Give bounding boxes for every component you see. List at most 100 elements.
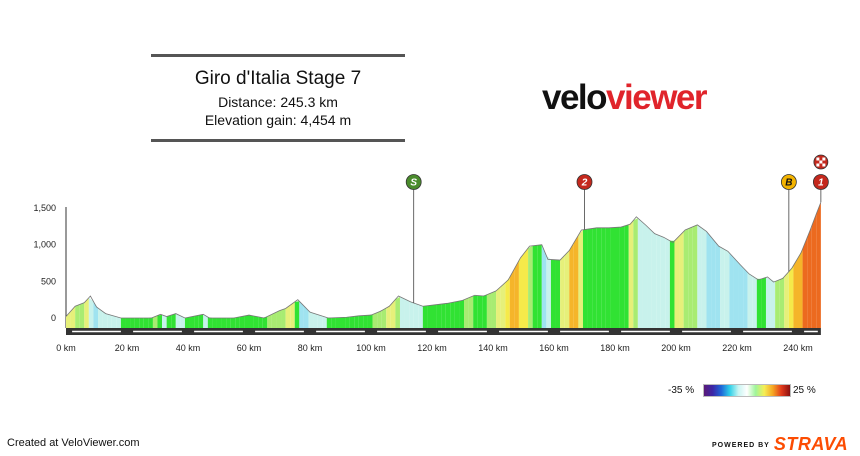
profile-slice (326, 317, 332, 328)
profile-slice (93, 301, 99, 328)
profile-slice (756, 278, 762, 328)
profile-slice (486, 292, 492, 328)
profile-slice (377, 310, 382, 328)
profile-slice (660, 236, 666, 328)
profile-slice (647, 226, 652, 328)
profile-slice (276, 310, 282, 328)
distance-text: Distance: 245.3 km (218, 94, 338, 110)
created-at-credit: Created at VeloViewer.com (7, 437, 140, 449)
y-tick-label: 1,000 (33, 240, 56, 250)
profile-slice (125, 318, 131, 328)
profile-slice (358, 315, 364, 328)
profile-slice (765, 277, 771, 328)
profile-slice (134, 318, 140, 328)
profile-slice (157, 314, 163, 328)
profile-slice (221, 318, 227, 328)
x-tick-label: 220 km (722, 343, 752, 353)
stage-title: Giro d'Italia Stage 7 (194, 68, 362, 89)
profile-slice (454, 300, 460, 328)
profile-slice (143, 318, 149, 328)
profile-slice (317, 314, 323, 328)
powered-by-strava: POWERED BY STRAVA (712, 434, 848, 455)
gradient-legend: -35 % 25 % (668, 383, 838, 399)
elevation-profile-chart: 0 500 1,000 1,500 0 km 20 km 40 km 60 km 80 km 10… (33, 154, 829, 353)
profile-slice (679, 231, 684, 328)
profile-slice (601, 227, 606, 328)
profile-slice (171, 313, 176, 328)
checker-square (816, 163, 820, 167)
marker-label: S (410, 178, 417, 189)
profile-slice (313, 313, 318, 328)
profile-slice (162, 314, 167, 328)
profile-slice (637, 218, 643, 328)
strava-logo: STRAVA (773, 434, 849, 454)
profile-slice (656, 234, 661, 328)
profile-slice (550, 259, 556, 328)
profile-slice (605, 227, 611, 328)
profile-slice (422, 305, 428, 328)
profile-slice (84, 297, 89, 328)
profile-slice (468, 295, 474, 328)
profile-slice (363, 315, 368, 328)
profile-slice (537, 244, 542, 328)
profile-slice (152, 315, 158, 328)
profile-slice (203, 314, 208, 328)
y-tick-label: 1,500 (33, 203, 56, 213)
x-tick-label: 40 km (176, 343, 201, 353)
checker-square (822, 157, 826, 161)
profile-slice (665, 238, 670, 328)
profile-slice (610, 227, 615, 328)
x-tick-label: 60 km (237, 343, 262, 353)
profile-slice (70, 306, 76, 328)
stage-info-box: Giro d'Italia Stage 7 Distance: 245.3 km… (151, 54, 405, 144)
x-tick-label: 240 km (783, 343, 813, 353)
profile-slice (619, 226, 625, 328)
profile-slice (194, 315, 199, 328)
profile-slice (139, 318, 144, 328)
y-tick-label: 0 (51, 313, 56, 323)
profile-slice (436, 304, 442, 328)
profile-slice (569, 242, 574, 328)
marker-circle-bonus (780, 174, 797, 190)
profile-slice (249, 315, 254, 328)
legend-min-label: -35 % (668, 385, 695, 396)
profile-slice (322, 316, 327, 328)
profile-slice (331, 317, 336, 328)
profile-slice (381, 307, 387, 328)
profile-slice (720, 246, 725, 328)
profile-slice (770, 279, 776, 328)
x-tick-label: 140 km (478, 343, 508, 353)
profile-slice (724, 249, 730, 328)
profile-slice (226, 318, 231, 328)
profile-slice (752, 275, 757, 328)
checker-square (816, 157, 820, 161)
checker-square (822, 163, 826, 167)
profile-slice (450, 301, 455, 328)
profile-slice (711, 236, 716, 328)
profile-slice (303, 305, 309, 328)
profile-slice (482, 294, 487, 328)
profile-slice (235, 316, 240, 328)
profile-slice (578, 229, 583, 328)
profile-slice (107, 314, 112, 328)
profile-slice (788, 265, 794, 328)
profile-slice (706, 231, 712, 328)
elevation-text: Elevation gain: 4,454 m (204, 112, 352, 128)
profile-slice (464, 297, 469, 328)
profile-slice (477, 295, 483, 328)
profile-slice (212, 318, 217, 328)
profile-slice (697, 224, 702, 328)
marker-circle-sprint (405, 174, 422, 190)
profile-slice (148, 317, 153, 328)
profile-slice (345, 316, 350, 328)
profile-slice (596, 227, 602, 328)
profile-slice (523, 248, 529, 328)
profile-slice (514, 260, 519, 328)
profile-slice (386, 304, 391, 328)
profile-slice (564, 250, 570, 328)
profile-slice (784, 271, 789, 328)
profile-slice (802, 237, 808, 328)
profile-slice (102, 311, 108, 328)
profile-slice (692, 224, 698, 328)
profile-slice (116, 316, 121, 328)
